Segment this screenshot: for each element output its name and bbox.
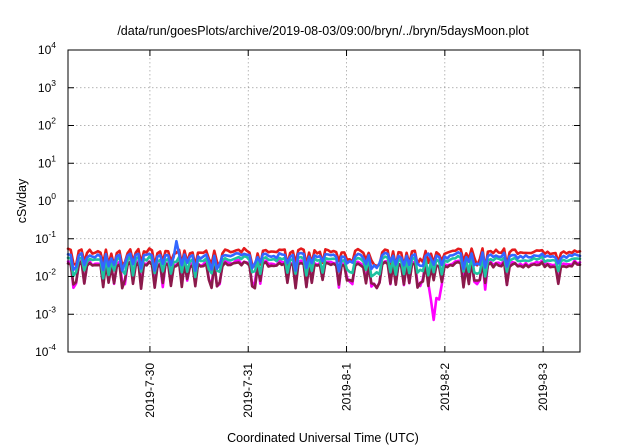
x-tick-label: 2019-8-2 [438,363,452,411]
y-tick-label: 10-1 [35,229,56,246]
y-tick-label: 100 [38,191,56,208]
y-tick-label: 10-4 [35,342,56,359]
y-axis: 10-4 10-3 10-2 10-1 100 101 102 103 104 [35,40,580,359]
x-tick-label: 2019-7-30 [143,363,157,418]
y-tick-label: 101 [38,153,56,170]
y-tick-label: 10-3 [35,304,56,321]
x-tick-label: 2019-8-1 [340,363,354,411]
y-axis-label: cSv/day [15,178,29,223]
x-tick-label: 2019-7-31 [241,363,255,418]
x-axis-label: Coordinated Universal Time (UTC) [227,431,419,445]
chart-title: /data/run/goesPlots/archive/2019-08-03/0… [117,24,529,38]
grid [68,50,580,352]
series-group [66,239,582,322]
y-tick-label: 102 [38,116,56,133]
y-tick-label: 103 [38,78,56,95]
y-tick-label: 10-2 [35,267,56,284]
x-tick-label: 2019-8-3 [536,363,550,411]
series-line [66,239,582,273]
y-tick-label: 104 [38,40,56,57]
x-axis: 2019-7-30 2019-7-31 2019-8-1 2019-8-2 2019-8… [143,50,550,418]
